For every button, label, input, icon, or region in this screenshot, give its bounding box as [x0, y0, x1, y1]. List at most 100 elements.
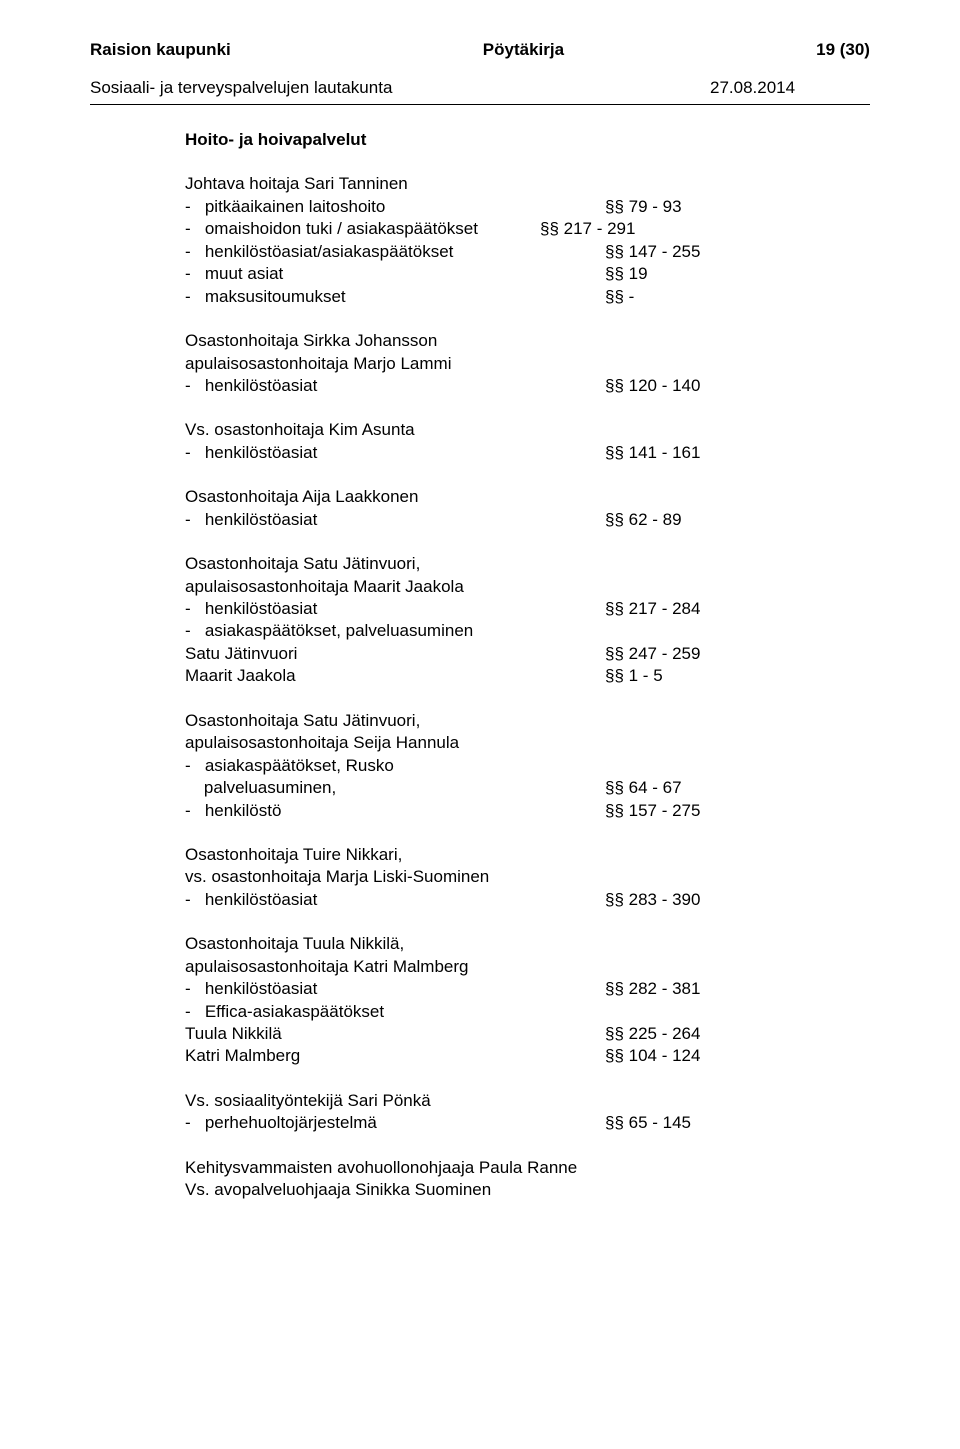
- text-line: Katri Malmberg§§ 104 - 124: [185, 1045, 870, 1067]
- line-label: - omaishoidon tuki / asiakaspäätökset: [185, 218, 540, 240]
- line-label: - muut asiat: [185, 263, 605, 285]
- text-block: Osastonhoitaja Tuula Nikkilä,apulaisosas…: [185, 933, 870, 1068]
- line-label: - perhehuoltojärjestelmä: [185, 1112, 605, 1134]
- text-line: - asiakaspäätökset, Rusko: [185, 755, 870, 777]
- line-label: apulaisosastonhoitaja Maarit Jaakola: [185, 576, 605, 598]
- line-value: §§ 225 - 264: [605, 1023, 700, 1045]
- line-label: palveluasuminen,: [185, 777, 605, 799]
- line-label: Osastonhoitaja Tuire Nikkari,: [185, 844, 605, 866]
- line-label: vs. osastonhoitaja Marja Liski-Suominen: [185, 866, 605, 888]
- committee-name: Sosiaali- ja terveyspalvelujen lautakunt…: [90, 78, 710, 98]
- text-line: - henkilöstö§§ 157 - 275: [185, 800, 870, 822]
- text-line: Osastonhoitaja Aija Laakkonen: [185, 486, 870, 508]
- line-value: §§ 64 - 67: [605, 777, 682, 799]
- line-value: §§ 157 - 275: [605, 800, 700, 822]
- line-value: §§ 283 - 390: [605, 889, 700, 911]
- text-line: - perhehuoltojärjestelmä§§ 65 - 145: [185, 1112, 870, 1134]
- line-value: §§ 141 - 161: [605, 442, 700, 464]
- text-line: - maksusitoumukset§§ -: [185, 286, 870, 308]
- line-value: §§ 19: [605, 263, 648, 285]
- line-label: Osastonhoitaja Satu Jätinvuori,: [185, 710, 605, 732]
- text-line: Satu Jätinvuori§§ 247 - 259: [185, 643, 870, 665]
- line-label: - Effica-asiakaspäätökset: [185, 1001, 605, 1023]
- line-label: - asiakaspäätökset, Rusko: [185, 755, 605, 777]
- line-value: §§ 79 - 93: [605, 196, 682, 218]
- line-label: Katri Malmberg: [185, 1045, 605, 1067]
- text-line: Tuula Nikkilä§§ 225 - 264: [185, 1023, 870, 1045]
- section-title: Hoito- ja hoivapalvelut: [185, 129, 870, 151]
- line-label: - maksusitoumukset: [185, 286, 605, 308]
- line-label: - henkilöstöasiat/asiakaspäätökset: [185, 241, 605, 263]
- line-value: §§ 217 - 284: [605, 598, 700, 620]
- text-line: apulaisosastonhoitaja Seija Hannula: [185, 732, 870, 754]
- line-label: - pitkäaikainen laitoshoito: [185, 196, 605, 218]
- line-label: Kehitysvammaisten avohuollonohjaaja Paul…: [185, 1157, 605, 1179]
- line-label: Osastonhoitaja Aija Laakkonen: [185, 486, 605, 508]
- text-block: Kehitysvammaisten avohuollonohjaaja Paul…: [185, 1157, 870, 1202]
- text-line: - asiakaspäätökset, palveluasuminen: [185, 620, 870, 642]
- line-label: Maarit Jaakola: [185, 665, 605, 687]
- text-line: apulaisosastonhoitaja Marjo Lammi: [185, 353, 870, 375]
- text-block: Osastonhoitaja Tuire Nikkari,vs. osaston…: [185, 844, 870, 911]
- text-line: - omaishoidon tuki / asiakaspäätökset§§ …: [185, 218, 870, 240]
- text-line: Maarit Jaakola§§ 1 - 5: [185, 665, 870, 687]
- text-line: Vs. avopalveluohjaaja Sinikka Suominen: [185, 1179, 870, 1201]
- text-line: palveluasuminen,§§ 64 - 67: [185, 777, 870, 799]
- line-label: Osastonhoitaja Sirkka Johansson: [185, 330, 605, 352]
- line-label: Satu Jätinvuori: [185, 643, 605, 665]
- line-label: Vs. avopalveluohjaaja Sinikka Suominen: [185, 1179, 605, 1201]
- line-label: Johtava hoitaja Sari Tanninen: [185, 173, 605, 195]
- line-value: §§ 247 - 259: [605, 643, 700, 665]
- text-line: - muut asiat§§ 19: [185, 263, 870, 285]
- text-line: Osastonhoitaja Satu Jätinvuori,: [185, 710, 870, 732]
- text-block: Osastonhoitaja Aija Laakkonen- henkilöst…: [185, 486, 870, 531]
- text-line: apulaisosastonhoitaja Maarit Jaakola: [185, 576, 870, 598]
- text-line: - henkilöstöasiat§§ 141 - 161: [185, 442, 870, 464]
- line-value: §§ 65 - 145: [605, 1112, 691, 1134]
- line-value: §§ 282 - 381: [605, 978, 700, 1000]
- divider-line: [90, 104, 870, 105]
- line-label: Osastonhoitaja Tuula Nikkilä,: [185, 933, 605, 955]
- text-line: - henkilöstöasiat§§ 217 - 284: [185, 598, 870, 620]
- line-value: §§ 104 - 124: [605, 1045, 700, 1067]
- line-value: §§ 147 - 255: [605, 241, 700, 263]
- text-block: Johtava hoitaja Sari Tanninen- pitkäaika…: [185, 173, 870, 308]
- text-block: Osastonhoitaja Satu Jätinvuori,apulaisos…: [185, 553, 870, 688]
- line-label: Vs. osastonhoitaja Kim Asunta: [185, 419, 605, 441]
- text-line: - henkilöstöasiat§§ 120 - 140: [185, 375, 870, 397]
- text-line: - henkilöstöasiat/asiakaspäätökset§§ 147…: [185, 241, 870, 263]
- org-name: Raision kaupunki: [90, 40, 231, 60]
- text-line: - pitkäaikainen laitoshoito§§ 79 - 93: [185, 196, 870, 218]
- text-block: Osastonhoitaja Sirkka Johanssonapulaisos…: [185, 330, 870, 397]
- line-label: Vs. sosiaalityöntekijä Sari Pönkä: [185, 1090, 605, 1112]
- text-line: Osastonhoitaja Tuula Nikkilä,: [185, 933, 870, 955]
- line-label: - henkilöstöasiat: [185, 889, 605, 911]
- line-label: - henkilöstöasiat: [185, 598, 605, 620]
- line-value: §§ -: [605, 286, 634, 308]
- text-line: vs. osastonhoitaja Marja Liski-Suominen: [185, 866, 870, 888]
- line-label: - henkilöstöasiat: [185, 375, 605, 397]
- line-label: - henkilöstöasiat: [185, 442, 605, 464]
- line-label: apulaisosastonhoitaja Katri Malmberg: [185, 956, 605, 978]
- subheader-row: Sosiaali- ja terveyspalvelujen lautakunt…: [90, 78, 870, 98]
- text-block: Vs. osastonhoitaja Kim Asunta- henkilöst…: [185, 419, 870, 464]
- text-line: Vs. osastonhoitaja Kim Asunta: [185, 419, 870, 441]
- line-label: - asiakaspäätökset, palveluasuminen: [185, 620, 605, 642]
- text-line: - henkilöstöasiat§§ 283 - 390: [185, 889, 870, 911]
- text-line: Osastonhoitaja Sirkka Johansson: [185, 330, 870, 352]
- page-number: 19 (30): [816, 40, 870, 60]
- text-line: Kehitysvammaisten avohuollonohjaaja Paul…: [185, 1157, 870, 1179]
- text-block: Vs. sosiaalityöntekijä Sari Pönkä- perhe…: [185, 1090, 870, 1135]
- line-label: - henkilöstö: [185, 800, 605, 822]
- text-line: - Effica-asiakaspäätökset: [185, 1001, 870, 1023]
- line-value: §§ 1 - 5: [605, 665, 663, 687]
- text-line: Johtava hoitaja Sari Tanninen: [185, 173, 870, 195]
- text-line: Vs. sosiaalityöntekijä Sari Pönkä: [185, 1090, 870, 1112]
- line-label: Osastonhoitaja Satu Jätinvuori,: [185, 553, 605, 575]
- text-line: - henkilöstöasiat§§ 62 - 89: [185, 509, 870, 531]
- line-label: - henkilöstöasiat: [185, 978, 605, 1000]
- blocks-container: Johtava hoitaja Sari Tanninen- pitkäaika…: [185, 173, 870, 1201]
- document-page: Raision kaupunki Pöytäkirja 19 (30) Sosi…: [0, 0, 960, 1449]
- document-content: Hoito- ja hoivapalvelut Johtava hoitaja …: [90, 129, 870, 1202]
- text-line: - henkilöstöasiat§§ 282 - 381: [185, 978, 870, 1000]
